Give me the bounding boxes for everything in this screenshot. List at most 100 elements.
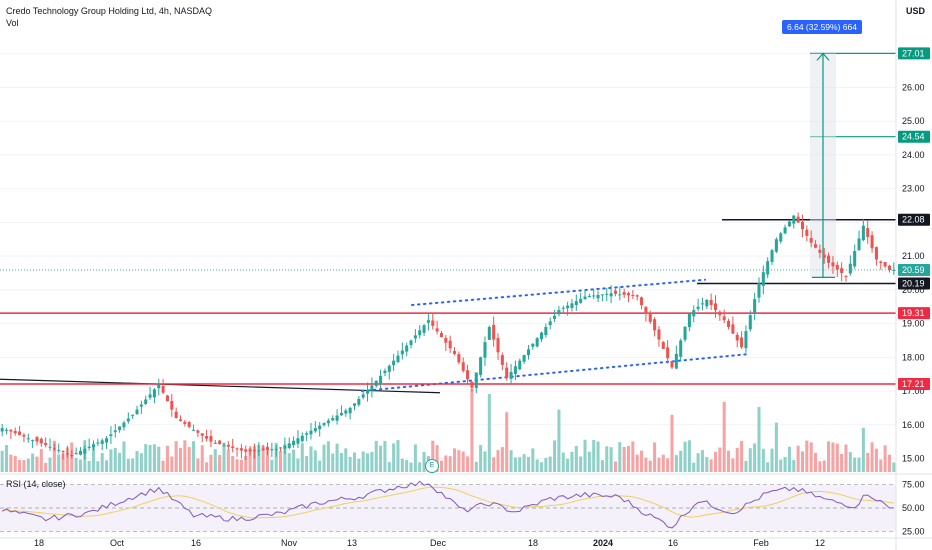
candle-body	[705, 299, 709, 307]
candle-body	[165, 395, 169, 402]
volume-bar	[787, 446, 791, 472]
volume-bar	[200, 445, 204, 472]
volume-bar	[518, 457, 522, 472]
candle-body	[787, 221, 791, 227]
candle-body	[139, 404, 143, 407]
candle-body	[818, 249, 822, 253]
candle-body	[274, 448, 278, 450]
price-tick-label: 15.00	[902, 454, 925, 464]
candle-body	[200, 433, 204, 436]
time-tick-label: Feb	[753, 538, 769, 548]
candle-body	[270, 449, 274, 451]
candle-body	[170, 400, 174, 410]
candle-body	[709, 299, 713, 306]
volume-bar	[587, 451, 591, 472]
volume-bar	[222, 442, 226, 472]
candle-body	[635, 295, 639, 297]
candle-body	[44, 443, 48, 446]
candle-body	[666, 347, 670, 359]
volume-bar	[52, 440, 56, 472]
volume-bar	[44, 462, 48, 472]
candle-body	[383, 370, 387, 374]
candle-body	[696, 306, 700, 309]
candle-body	[483, 342, 487, 358]
volume-bar	[492, 457, 496, 472]
candle-body	[827, 255, 831, 263]
currency-label[interactable]: USD	[906, 6, 926, 16]
earnings-marker[interactable]: E	[425, 459, 439, 473]
volume-bar	[766, 462, 770, 472]
volume-bar	[553, 440, 557, 472]
volume-bar	[557, 409, 561, 472]
volume-bar	[848, 452, 852, 472]
volume-bar	[387, 462, 391, 472]
candle-body	[848, 263, 852, 274]
candle-body	[548, 321, 552, 326]
volume-bar	[5, 445, 9, 472]
volume-bar	[561, 452, 565, 472]
price-tag	[898, 130, 930, 143]
candle-body	[339, 412, 343, 416]
candle-body	[487, 326, 491, 340]
volume-bar	[435, 445, 439, 472]
candle-body	[779, 233, 783, 242]
volume-bar	[157, 446, 161, 472]
candle-body	[152, 389, 156, 398]
candle-body	[757, 283, 761, 298]
volume-bar	[296, 458, 300, 472]
candle-body	[887, 265, 891, 270]
candle-body	[692, 310, 696, 317]
candle-body	[74, 453, 78, 455]
candle-body	[566, 305, 570, 309]
volume-bar	[174, 441, 178, 472]
volume-bar	[152, 444, 156, 472]
candle-body	[283, 445, 287, 449]
candle-body	[18, 431, 22, 435]
candle-body	[222, 445, 226, 447]
volume-bar	[870, 442, 874, 472]
rsi-pane	[0, 480, 896, 532]
candle-body	[322, 423, 326, 426]
volume-bar	[748, 448, 752, 472]
volume-bar	[178, 447, 183, 472]
volume-bar	[31, 453, 35, 472]
candle-body	[866, 228, 870, 238]
volume-bar	[861, 427, 865, 472]
price-tag	[898, 307, 930, 320]
measure-label: 6.64 (32.59%) 664	[782, 20, 862, 34]
volume-bar	[213, 449, 217, 472]
volume-bar	[613, 461, 617, 472]
volume-bar	[796, 445, 800, 472]
volume-bar	[744, 460, 748, 472]
volume-bar	[453, 448, 457, 472]
candle-body	[661, 342, 665, 349]
volume-bar	[822, 460, 826, 472]
rsi-tick-label: 75.00	[902, 480, 925, 490]
volume-bar	[170, 456, 174, 472]
price-tick-label: 18.00	[902, 352, 925, 362]
volume-bar	[370, 451, 374, 472]
volume-bar	[718, 447, 722, 472]
rsi-ma-line	[2, 486, 894, 519]
candle-body	[587, 296, 591, 298]
volume-bar	[761, 448, 765, 472]
volume-bar	[840, 453, 844, 472]
volume-bar	[231, 456, 235, 472]
grid-lines	[0, 53, 896, 460]
candle-body	[265, 447, 270, 450]
candle-body	[722, 316, 726, 321]
volume-bar	[605, 446, 609, 472]
candle-body	[431, 320, 435, 326]
volume-bar	[396, 440, 400, 472]
volume-bar	[279, 451, 283, 472]
volume-bar	[135, 450, 139, 472]
candle-body	[792, 215, 796, 224]
volume-bar	[805, 440, 809, 472]
candle-body	[613, 290, 617, 294]
volume-bar	[814, 452, 818, 472]
volume-bar	[705, 457, 709, 472]
price-tick-label: 16.00	[902, 420, 925, 430]
candle-body	[513, 366, 517, 375]
price-tick-label: 19.00	[902, 319, 925, 329]
